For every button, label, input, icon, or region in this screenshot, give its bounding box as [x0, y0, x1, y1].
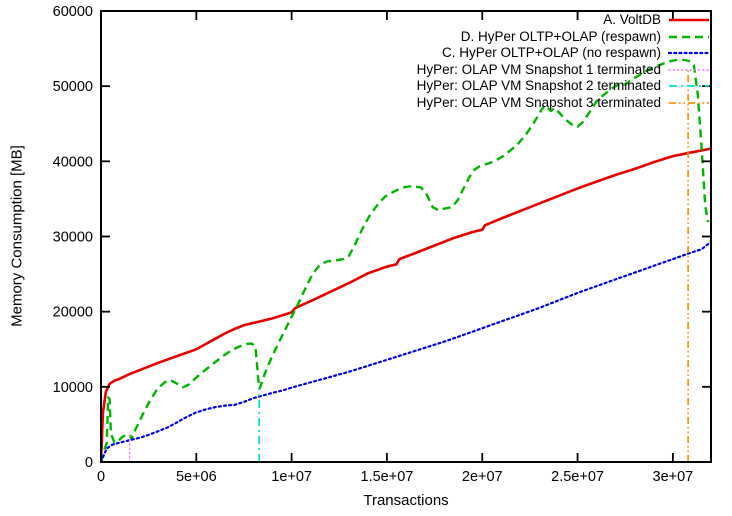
legend-line-sample-hyper-no-respawn: [668, 52, 710, 55]
legend-label: C. HyPer OLTP+OLAP (no respawn): [442, 45, 661, 60]
svg-text:1.5e+07: 1.5e+07: [361, 469, 414, 485]
legend-line-sample-voltdb: [669, 18, 709, 22]
svg-text:40000: 40000: [53, 154, 93, 170]
legend-label: A. VoltDB: [603, 12, 661, 27]
legend-label: HyPer: OLAP VM Snapshot 3 terminated: [416, 94, 661, 110]
svg-text:0: 0: [85, 455, 93, 471]
svg-text:0: 0: [97, 469, 105, 485]
svg-text:2.5e+07: 2.5e+07: [551, 469, 604, 485]
legend-item-hyper-no-respawn: C. HyPer OLTP+OLAP (no respawn): [417, 45, 710, 62]
legend-label: D. HyPer OLTP+OLAP (respawn): [460, 28, 661, 44]
legend-item-snapshot2: HyPer: OLAP VM Snapshot 2 terminated: [417, 78, 710, 95]
legend-line-sample-snapshot2: [669, 85, 709, 88]
legend-item-snapshot1: HyPer: OLAP VM Snapshot 1 terminated: [417, 62, 710, 79]
svg-text:2e+07: 2e+07: [462, 469, 503, 485]
legend-item-voltdb: A. VoltDB: [417, 12, 710, 29]
svg-text:30000: 30000: [53, 230, 93, 246]
svg-text:20000: 20000: [53, 305, 93, 321]
legend-item-snapshot3: HyPer: OLAP VM Snapshot 3 terminated: [417, 95, 710, 112]
svg-text:1e+07: 1e+07: [271, 469, 312, 485]
svg-text:60000: 60000: [53, 4, 93, 20]
legend-label: HyPer: OLAP VM Snapshot 2 terminated: [416, 78, 661, 93]
svg-text:50000: 50000: [53, 79, 93, 95]
svg-text:10000: 10000: [53, 380, 93, 396]
legend-line-sample-hyper-respawn: [669, 35, 709, 38]
legend-item-hyper-respawn: D. HyPer OLTP+OLAP (respawn): [417, 29, 710, 46]
legend: A. VoltDB D. HyPer OLTP+OLAP (respawn) C…: [417, 12, 710, 111]
legend-label: HyPer: OLAP VM Snapshot 1 terminated: [416, 61, 661, 77]
y-axis-label: Memory Consumption [MB]: [8, 145, 26, 327]
legend-line-sample-snapshot1: [668, 69, 710, 71]
svg-text:5e+06: 5e+06: [176, 469, 217, 485]
x-axis-label: Transactions: [363, 492, 449, 509]
svg-text:3e+07: 3e+07: [653, 469, 694, 485]
legend-line-sample-snapshot3: [669, 101, 709, 104]
